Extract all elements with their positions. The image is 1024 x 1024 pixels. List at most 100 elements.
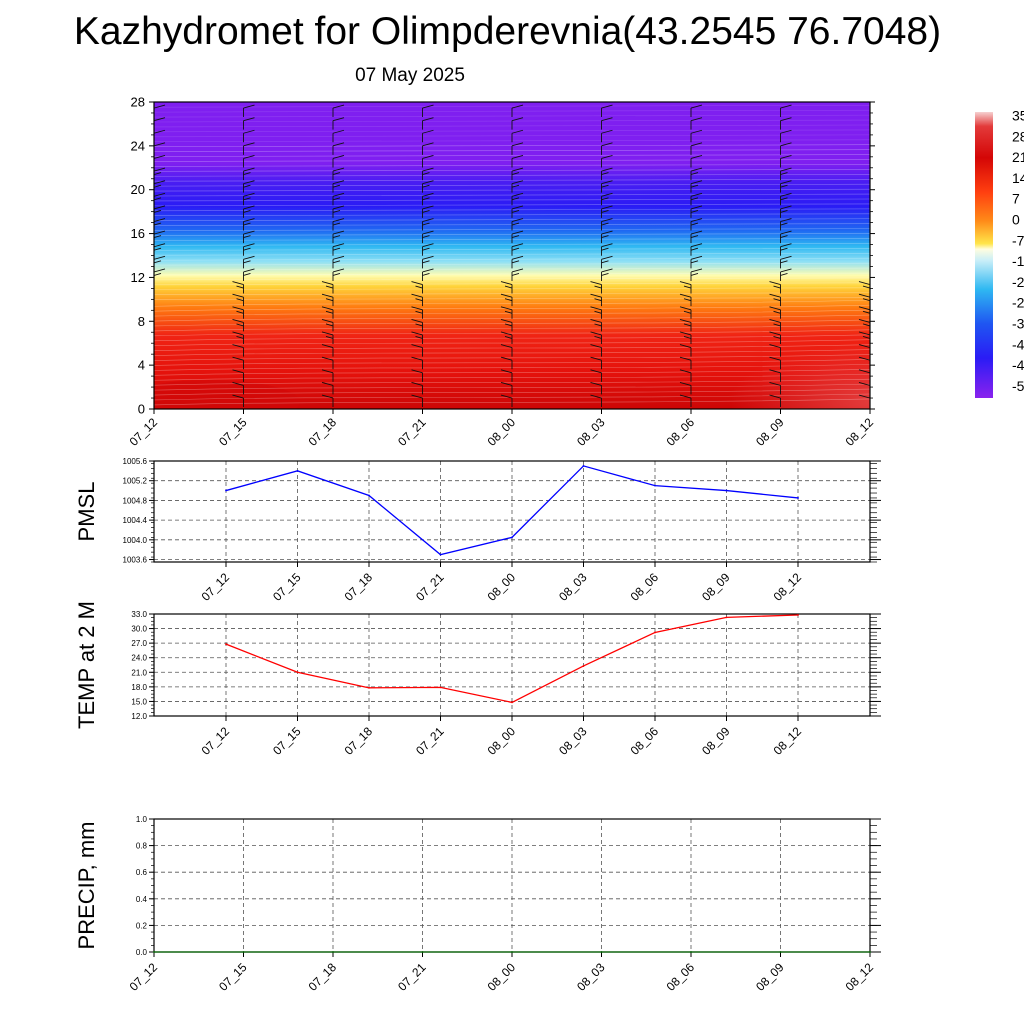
wind-barb [679, 331, 692, 344]
wind-barb [411, 306, 423, 319]
wind-barb [869, 246, 870, 256]
x-tick-label: 08_06 [628, 570, 662, 604]
wind-barb [690, 142, 703, 155]
wind-barb [154, 155, 166, 168]
wind-barb [411, 281, 423, 294]
x-tick-label: 08_00 [485, 570, 519, 604]
wind-barb [780, 117, 792, 130]
y-tick-label: 1005.6 [123, 457, 148, 466]
wind-barb [154, 230, 166, 244]
wind-barb [780, 205, 792, 218]
contour-line [154, 369, 870, 376]
wind-barb [422, 268, 434, 281]
data-point [600, 951, 603, 953]
wind-barb [869, 157, 870, 168]
wind-barb [511, 155, 524, 168]
wind-barb [411, 331, 423, 344]
wind-barb [780, 155, 792, 168]
wind-barb [422, 117, 434, 130]
wind-barb [858, 293, 870, 307]
wind-barb [690, 180, 703, 193]
data-point [242, 951, 245, 953]
contour-line [154, 393, 870, 401]
wind-barb [679, 381, 692, 395]
wind-barb [690, 218, 703, 231]
wind-barb [232, 318, 244, 332]
wind-barb [690, 243, 703, 256]
y-tick-label: 21.0 [131, 668, 147, 677]
wind-barb [232, 356, 244, 370]
wind-barb [511, 268, 524, 281]
wind-barb [321, 306, 334, 319]
y-tick-label: 16 [131, 226, 145, 241]
wind-barb [511, 167, 524, 181]
data-point [511, 951, 513, 953]
wind-barb [154, 142, 166, 155]
wind-barb [422, 205, 434, 218]
wind-barb [869, 195, 870, 206]
wind-barb [411, 369, 423, 382]
wind-barb [780, 192, 792, 206]
wind-barb [780, 243, 792, 256]
wind-barb [243, 167, 255, 181]
wind-barb [422, 192, 434, 206]
x-tick-label: 07_15 [216, 960, 250, 994]
wind-barb [511, 243, 524, 256]
wind-barb [411, 394, 423, 408]
wind-barb [690, 192, 703, 206]
x-tick-label: 07_18 [306, 960, 340, 994]
data-point [225, 489, 227, 492]
wind-barb [332, 129, 345, 143]
wind-barb [332, 104, 345, 118]
wind-barb [332, 268, 345, 281]
wind-barb [154, 334, 155, 344]
data-point [439, 553, 442, 556]
colorbar-label: 14 [1012, 170, 1024, 186]
y-tick-label: 0.4 [136, 895, 148, 904]
wind-barb [332, 180, 345, 193]
wind-barb [500, 394, 513, 408]
wind-barb [422, 155, 434, 168]
y-tick-label: 20 [131, 182, 145, 197]
wind-barb [679, 369, 692, 382]
data-point [296, 469, 299, 472]
temp-panel: 33.0 30.0 27.0 24.0 21.0 18.0 15.0 12.0 07_12 07_… [74, 601, 881, 758]
wind-barb [858, 281, 870, 294]
y-tick-label: 1.0 [136, 815, 148, 824]
wind-barb [500, 381, 513, 395]
wind-barb [321, 381, 334, 395]
data-point [421, 951, 424, 953]
wind-barb [601, 117, 613, 130]
wind-barb [154, 268, 166, 281]
chart-title: Kazhydromet for Olimpderevnia(43.2545 76… [73, 10, 942, 53]
wind-barb [869, 132, 870, 143]
y-tick-label: 0.2 [136, 921, 148, 930]
contour-line [154, 364, 870, 371]
wind-barb [869, 170, 870, 181]
wind-barb [601, 205, 613, 218]
x-tick-label: 07_12 [127, 415, 161, 449]
wind-barb [869, 233, 870, 244]
wind-barb [332, 155, 345, 168]
contour-line [154, 373, 870, 381]
wind-barb [154, 384, 155, 395]
y-tick-label: 8 [138, 314, 145, 329]
y-tick-label: 12.0 [131, 712, 147, 721]
wind-barb [332, 167, 345, 181]
x-tick-label: 08_03 [556, 570, 590, 604]
x-tick-label: 07_12 [127, 960, 161, 994]
x-tick-label: 07_15 [216, 415, 250, 449]
wind-barb [243, 104, 255, 118]
data-point [869, 951, 871, 953]
colorbar-labels: 35 28 21 14 7 0 -7 -14 -21 -28 -35 -42 -49 -56 [1012, 108, 1024, 394]
wind-barb [780, 255, 792, 269]
data-point [511, 536, 513, 539]
wind-barb [332, 243, 345, 256]
x-tick-label: 08_12 [843, 960, 877, 994]
wind-barb [511, 192, 524, 206]
y-tick-label: 1004.8 [123, 496, 148, 505]
wind-barb [243, 117, 255, 130]
wind-barb [243, 192, 255, 206]
contour-line [154, 299, 870, 307]
